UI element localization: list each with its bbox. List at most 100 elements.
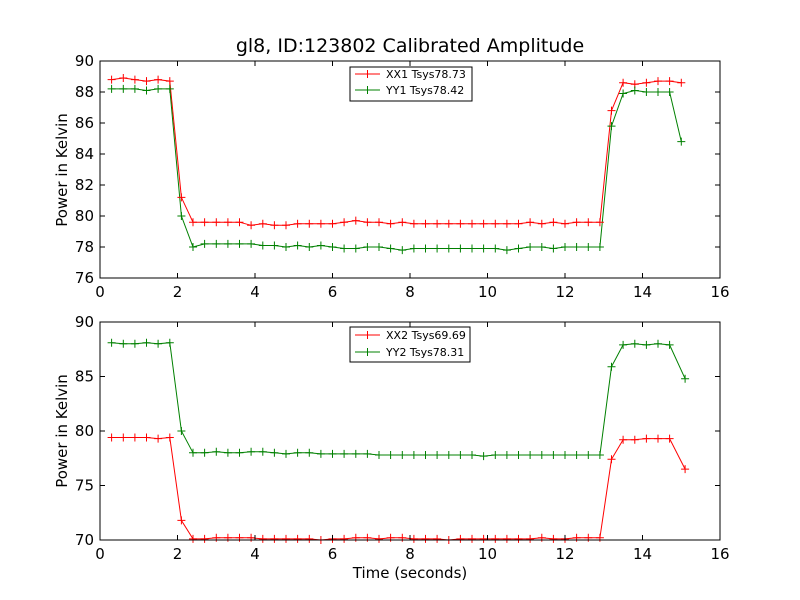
top-series-markers bbox=[107, 74, 686, 255]
bottom-data-point bbox=[514, 451, 523, 459]
bottom-data-point bbox=[165, 433, 174, 442]
bottom-data-point bbox=[363, 449, 372, 458]
bottom-data-point bbox=[235, 448, 244, 457]
top-data-point bbox=[619, 89, 628, 98]
top-data-point bbox=[537, 219, 546, 228]
top-data-point bbox=[316, 241, 325, 250]
bottom-data-point bbox=[375, 534, 383, 543]
bottom-data-point bbox=[328, 449, 337, 458]
bottom-data-point bbox=[468, 451, 476, 459]
bottom-data-point bbox=[200, 534, 209, 543]
bottom-data-point bbox=[154, 434, 163, 443]
bottom-data-point bbox=[584, 451, 593, 459]
bottom-data-point bbox=[119, 339, 128, 348]
top-data-point bbox=[398, 246, 407, 255]
top-data-point bbox=[433, 219, 442, 228]
top-data-point bbox=[537, 243, 546, 251]
top-data-point bbox=[200, 239, 209, 248]
top-data-point bbox=[258, 219, 267, 228]
top-data-point bbox=[444, 219, 453, 228]
top-x-ticks: 0 2 4 6 8 10 12 14 16 bbox=[95, 61, 730, 301]
top-data-point bbox=[561, 219, 569, 228]
top-legend-label-xx1: XX1 Tsys78.73 bbox=[386, 68, 466, 81]
top-data-point bbox=[375, 218, 383, 227]
top-data-point bbox=[479, 244, 488, 253]
bottom-data-point bbox=[433, 534, 442, 543]
top-y-tick-label: 84 bbox=[75, 145, 94, 163]
bottom-data-point bbox=[630, 339, 639, 348]
bottom-y-tick-label: 70 bbox=[75, 531, 94, 549]
bottom-data-point bbox=[572, 451, 581, 459]
top-data-point bbox=[142, 77, 151, 86]
bottom-data-point bbox=[654, 339, 662, 348]
bottom-data-point bbox=[258, 447, 267, 456]
bottom-data-point bbox=[526, 451, 535, 459]
top-data-point bbox=[654, 77, 662, 86]
top-data-point bbox=[642, 78, 651, 87]
top-data-point bbox=[165, 77, 174, 86]
top-data-point bbox=[212, 218, 221, 227]
bottom-data-point bbox=[247, 447, 256, 456]
top-y-tick-label: 88 bbox=[75, 83, 94, 101]
top-data-point bbox=[502, 219, 511, 228]
bottom-data-point bbox=[479, 534, 488, 543]
bottom-data-point bbox=[665, 340, 674, 349]
top-data-point bbox=[375, 243, 383, 251]
top-data-point bbox=[584, 243, 593, 251]
top-data-point bbox=[235, 218, 244, 227]
top-data-point bbox=[607, 106, 616, 115]
top-data-point bbox=[479, 219, 488, 228]
bottom-x-tick-label: 10 bbox=[478, 545, 497, 563]
top-data-point bbox=[444, 244, 453, 253]
top-data-point bbox=[305, 243, 314, 251]
bottom-data-point bbox=[665, 434, 674, 443]
bottom-data-point bbox=[654, 434, 662, 443]
bottom-data-point bbox=[409, 534, 418, 543]
bottom-data-point bbox=[293, 448, 302, 457]
top-data-point bbox=[223, 218, 232, 227]
top-data-point bbox=[177, 212, 186, 220]
bottom-data-point bbox=[305, 534, 314, 543]
top-y-ticks: 76 78 80 82 84 86 88 90 bbox=[75, 52, 720, 287]
top-data-point bbox=[561, 243, 569, 251]
top-data-point bbox=[293, 219, 302, 228]
top-x-tick-label: 6 bbox=[328, 283, 338, 301]
bottom-y-tick-label: 90 bbox=[75, 313, 94, 331]
bottom-data-point bbox=[681, 374, 690, 383]
bottom-data-point bbox=[107, 433, 116, 442]
bottom-x-tick-label: 12 bbox=[555, 545, 574, 563]
bottom-legend-marker-xx2 bbox=[363, 331, 372, 339]
top-data-point bbox=[258, 241, 267, 250]
top-data-point bbox=[247, 239, 256, 248]
top-legend-marker-yy1 bbox=[363, 86, 372, 94]
top-x-tick-label: 10 bbox=[478, 283, 497, 301]
top-data-point bbox=[386, 244, 395, 253]
top-data-point bbox=[154, 84, 163, 93]
bottom-data-point bbox=[444, 451, 453, 459]
top-data-point bbox=[177, 193, 186, 202]
top-data-point bbox=[619, 78, 628, 87]
bottom-data-point bbox=[282, 449, 290, 458]
top-x-tick-label: 14 bbox=[633, 283, 652, 301]
top-data-point bbox=[549, 218, 558, 227]
bottom-data-point bbox=[479, 452, 488, 461]
top-data-point bbox=[293, 241, 302, 250]
bottom-data-point bbox=[433, 451, 442, 459]
top-data-point bbox=[107, 84, 116, 93]
bottom-data-point bbox=[200, 448, 209, 457]
top-data-point bbox=[398, 218, 407, 227]
bottom-data-point bbox=[561, 451, 569, 459]
bottom-data-point bbox=[642, 434, 651, 443]
bottom-data-point bbox=[619, 340, 628, 349]
top-data-point bbox=[154, 75, 163, 84]
top-data-point bbox=[584, 218, 593, 227]
top-subplot: 0 2 4 6 8 10 12 14 16 76 78 80 82 84 86 88 90 Power in … bbox=[53, 52, 730, 301]
bottom-x-tick-label: 4 bbox=[250, 545, 260, 563]
bottom-data-point bbox=[119, 433, 128, 442]
top-x-tick-label: 2 bbox=[173, 283, 183, 301]
bottom-data-point bbox=[270, 534, 279, 543]
bottom-data-point bbox=[386, 451, 395, 459]
top-x-tick-label: 16 bbox=[710, 283, 729, 301]
top-data-point bbox=[328, 243, 337, 251]
bottom-data-point bbox=[607, 455, 616, 464]
